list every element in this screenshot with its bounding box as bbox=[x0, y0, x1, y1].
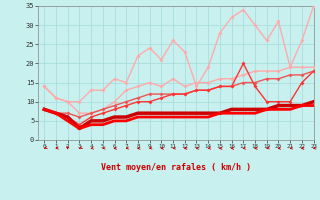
X-axis label: Vent moyen/en rafales ( km/h ): Vent moyen/en rafales ( km/h ) bbox=[101, 163, 251, 172]
